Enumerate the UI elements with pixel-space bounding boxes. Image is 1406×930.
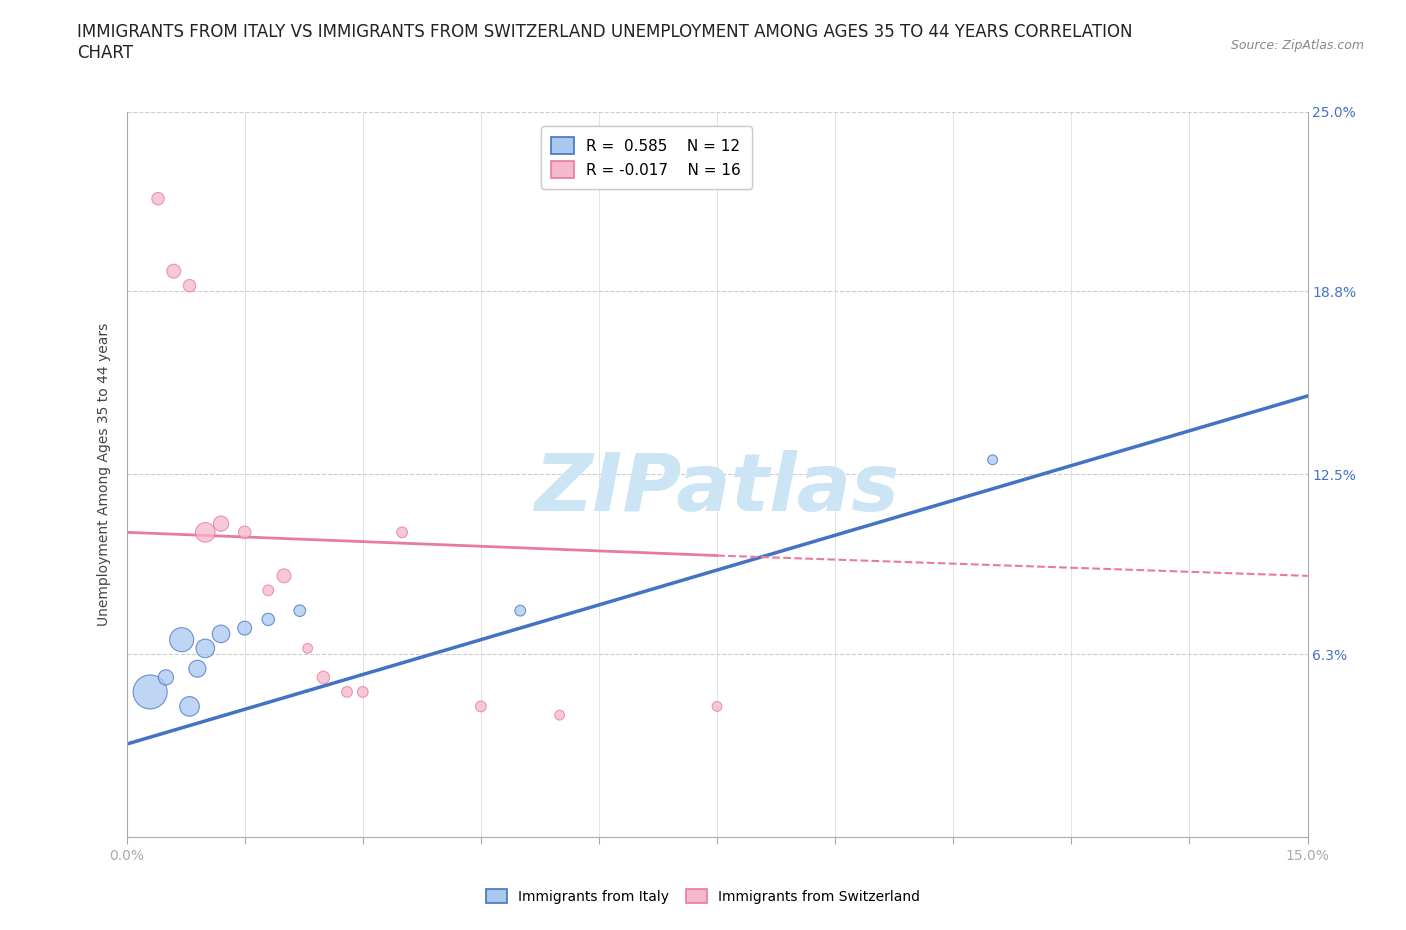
Point [179,699,201,714]
Point [257,583,280,598]
Point [179,278,201,293]
Legend: R =  0.585    N = 12, R = -0.017    N = 16: R = 0.585 N = 12, R = -0.017 N = 16 [540,126,752,189]
Text: IMMIGRANTS FROM ITALY VS IMMIGRANTS FROM SWITZERLAND UNEMPLOYMENT AMONG AGES 35 : IMMIGRANTS FROM ITALY VS IMMIGRANTS FROM… [77,23,1133,41]
Point [194,525,217,539]
Point [352,684,374,699]
Point [146,192,169,206]
Text: Source: ZipAtlas.com: Source: ZipAtlas.com [1230,39,1364,52]
Point [312,670,335,684]
Point [209,516,232,531]
Point [509,604,531,618]
Point [194,641,217,656]
Point [155,670,177,684]
Point [297,641,319,656]
Point [470,699,492,714]
Legend: Immigrants from Italy, Immigrants from Switzerland: Immigrants from Italy, Immigrants from S… [481,884,925,910]
Point [163,264,186,279]
Point [170,632,193,647]
Point [186,661,208,676]
Point [288,604,311,618]
Point [706,699,728,714]
Point [548,708,571,723]
Point [336,684,359,699]
Point [139,684,162,699]
Point [209,627,232,642]
Text: CHART: CHART [77,44,134,61]
Point [981,452,1004,467]
Point [273,568,295,583]
Point [391,525,413,539]
Text: ZIPatlas: ZIPatlas [534,450,900,528]
Point [257,612,280,627]
Point [233,620,256,635]
Y-axis label: Unemployment Among Ages 35 to 44 years: Unemployment Among Ages 35 to 44 years [97,323,111,626]
Point [233,525,256,539]
